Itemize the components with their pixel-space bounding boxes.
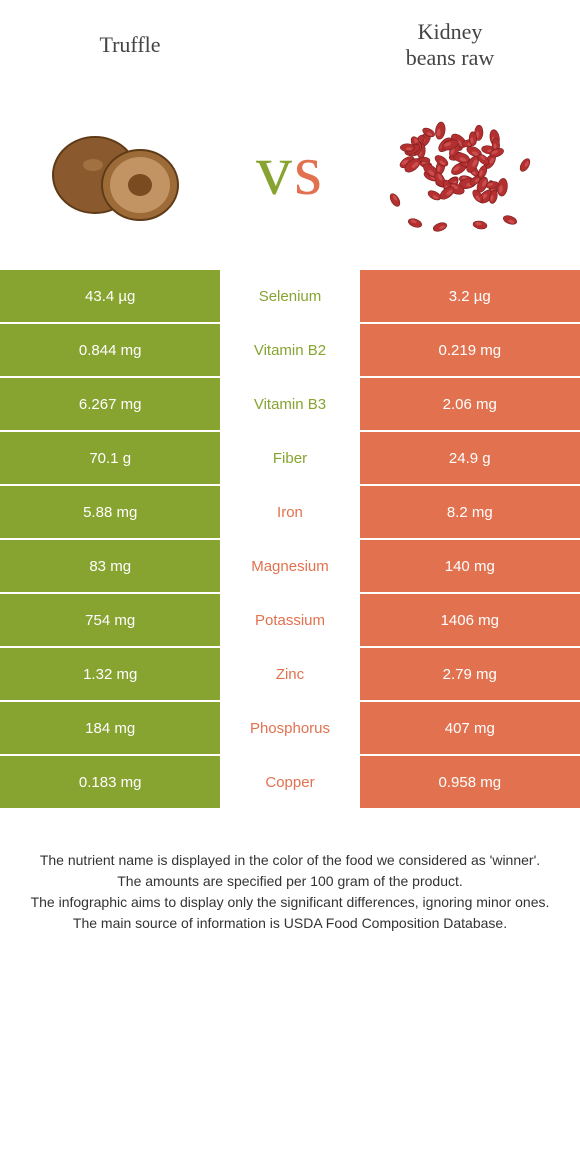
value-left: 6.267 mg [0, 378, 220, 430]
footer-line-4: The main source of information is USDA F… [28, 913, 552, 934]
table-row: 83 mgMagnesium140 mg [0, 540, 580, 594]
nutrient-name: Copper [220, 756, 359, 808]
table-row: 1.32 mgZinc2.79 mg [0, 648, 580, 702]
food-image-right [360, 95, 560, 245]
value-right: 2.79 mg [360, 648, 580, 700]
value-right: 2.06 mg [360, 378, 580, 430]
vs-row: vs [0, 90, 580, 270]
table-row: 184 mgPhosphorus407 mg [0, 702, 580, 756]
value-right: 3.2 µg [360, 270, 580, 322]
vs-v: v [256, 129, 294, 212]
table-row: 70.1 gFiber24.9 g [0, 432, 580, 486]
nutrient-name: Magnesium [220, 540, 359, 592]
value-left: 0.844 mg [0, 324, 220, 376]
table-row: 754 mgPotassium1406 mg [0, 594, 580, 648]
value-right: 140 mg [360, 540, 580, 592]
food-image-left [20, 95, 220, 245]
nutrient-name: Iron [220, 486, 359, 538]
vs-label: vs [220, 129, 360, 212]
nutrient-name: Fiber [220, 432, 359, 484]
value-right: 0.219 mg [360, 324, 580, 376]
value-left: 5.88 mg [0, 486, 220, 538]
header: Truffle Kidney beans raw [0, 0, 580, 90]
value-left: 184 mg [0, 702, 220, 754]
value-right: 407 mg [360, 702, 580, 754]
footer-line-3: The infographic aims to display only the… [28, 892, 552, 913]
truffle-icon [45, 105, 195, 235]
food-title-left: Truffle [20, 32, 240, 58]
value-left: 43.4 µg [0, 270, 220, 322]
nutrient-name: Potassium [220, 594, 359, 646]
value-right: 0.958 mg [360, 756, 580, 808]
food-title-right-line2: beans raw [406, 45, 495, 70]
beans-icon [385, 105, 535, 235]
value-right: 1406 mg [360, 594, 580, 646]
value-left: 0.183 mg [0, 756, 220, 808]
table-row: 0.844 mgVitamin B20.219 mg [0, 324, 580, 378]
table-row: 6.267 mgVitamin B32.06 mg [0, 378, 580, 432]
vs-s: s [294, 129, 324, 212]
nutrient-name: Vitamin B2 [220, 324, 359, 376]
footer: The nutrient name is displayed in the co… [0, 810, 580, 934]
food-title-right: Kidney beans raw [340, 19, 560, 72]
value-right: 24.9 g [360, 432, 580, 484]
nutrient-name: Phosphorus [220, 702, 359, 754]
value-left: 83 mg [0, 540, 220, 592]
footer-line-1: The nutrient name is displayed in the co… [28, 850, 552, 871]
footer-line-2: The amounts are specified per 100 gram o… [28, 871, 552, 892]
value-left: 1.32 mg [0, 648, 220, 700]
value-left: 754 mg [0, 594, 220, 646]
value-left: 70.1 g [0, 432, 220, 484]
table-row: 43.4 µgSelenium3.2 µg [0, 270, 580, 324]
food-title-right-line1: Kidney [418, 19, 483, 44]
table-row: 0.183 mgCopper0.958 mg [0, 756, 580, 810]
value-right: 8.2 mg [360, 486, 580, 538]
comparison-table: 43.4 µgSelenium3.2 µg0.844 mgVitamin B20… [0, 270, 580, 810]
nutrient-name: Zinc [220, 648, 359, 700]
nutrient-name: Selenium [220, 270, 359, 322]
nutrient-name: Vitamin B3 [220, 378, 359, 430]
table-row: 5.88 mgIron8.2 mg [0, 486, 580, 540]
